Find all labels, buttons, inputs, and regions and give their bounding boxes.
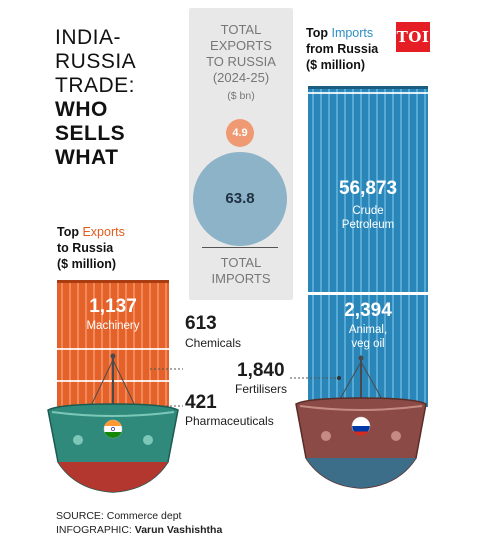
page-title: INDIA- RUSSIA TRADE: WHO SELLS WHAT bbox=[55, 26, 195, 170]
exports-heading-line2: to Russia bbox=[57, 241, 114, 255]
total-exports-line: EXPORTS bbox=[210, 38, 272, 53]
title-line: INDIA- bbox=[55, 26, 121, 49]
russia-ship-keel bbox=[306, 458, 416, 488]
animal-veg-oil-value: 2,394 bbox=[344, 300, 392, 321]
container-rim bbox=[308, 92, 428, 94]
ship-deck-rail bbox=[51, 411, 175, 417]
source-credit: SOURCE: Commerce dept bbox=[56, 510, 182, 522]
total-exports-line: TO RUSSIA bbox=[206, 54, 276, 69]
period-label: (2024-25) bbox=[212, 70, 270, 85]
india-ship bbox=[47, 353, 179, 493]
imports-heading-line2: from Russia bbox=[306, 42, 379, 56]
animal-veg-oil-label-line: Animal, bbox=[348, 324, 388, 336]
russia-flag-icon bbox=[351, 416, 371, 436]
imports-container-stack bbox=[308, 86, 428, 407]
total-imports-label: TOTAL IMPORTS bbox=[189, 255, 293, 287]
exports-heading-accent: Exports bbox=[82, 225, 125, 239]
total-exports-bubble: 4.9 bbox=[226, 119, 254, 147]
animal-veg-oil-label: Animal, veg oil bbox=[308, 323, 428, 351]
animal-veg-oil-label-line: veg oil bbox=[351, 338, 385, 350]
toi-logo: TOI bbox=[396, 22, 430, 52]
infographic-credit-prefix: INFOGRAPHIC: bbox=[56, 524, 132, 536]
divider-line bbox=[202, 247, 278, 248]
ship-rigging bbox=[87, 359, 114, 413]
exports-heading-line3: ($ million) bbox=[57, 257, 117, 271]
pharmaceuticals-label: Pharmaceuticals bbox=[185, 414, 274, 428]
crude-petroleum-label: Crude Petroleum bbox=[308, 204, 428, 232]
russia-ship bbox=[295, 355, 427, 489]
imports-heading-prefix: Top bbox=[306, 26, 328, 40]
title-line: RUSSIA bbox=[55, 50, 137, 73]
total-exports-line: TOTAL bbox=[220, 22, 262, 37]
infographic-credit: INFOGRAPHIC: Varun Vashishtha bbox=[56, 524, 222, 536]
ship-anchor-port bbox=[73, 435, 83, 445]
total-imports-line: IMPORTS bbox=[211, 271, 271, 286]
fertilisers-leader-dot bbox=[337, 376, 341, 380]
india-ship-keel bbox=[58, 462, 168, 492]
ship-anchor-port bbox=[391, 431, 401, 441]
ship-mast-top bbox=[358, 355, 364, 361]
ship-deck-rail bbox=[299, 405, 423, 411]
machinery-label: Machinery bbox=[86, 320, 140, 332]
fertilisers-value: 1,840 bbox=[237, 360, 285, 381]
ship-anchor-port bbox=[143, 435, 153, 445]
exports-heading: Top Exports to Russia ($ million) bbox=[57, 224, 125, 272]
title-line: TRADE: bbox=[55, 74, 136, 97]
imports-heading-accent: Imports bbox=[331, 26, 374, 40]
unit-label: ($ bn) bbox=[227, 90, 255, 102]
title-line: WHAT bbox=[55, 146, 119, 169]
fertilisers-label: Fertilisers bbox=[235, 382, 288, 396]
total-exports-label: TOTAL EXPORTS TO RUSSIA (2024-25) ($ bn) bbox=[189, 22, 293, 104]
ship-rigging bbox=[112, 359, 139, 413]
ship-anchor-port bbox=[321, 431, 331, 441]
crude-petroleum-label-line: Crude bbox=[352, 205, 384, 217]
ship-mast-top bbox=[110, 353, 116, 359]
chemicals-label: Chemicals bbox=[185, 336, 242, 350]
india-flag-icon bbox=[103, 419, 123, 439]
exports-heading-prefix: Top bbox=[57, 225, 79, 239]
crude-petroleum-label-line: Petroleum bbox=[341, 219, 395, 231]
imports-heading-line3: ($ million) bbox=[306, 58, 366, 72]
chemicals-value: 613 bbox=[185, 313, 217, 334]
total-imports-bubble: 63.8 bbox=[193, 152, 287, 246]
machinery-value: 1,137 bbox=[89, 296, 137, 317]
title-line: SELLS bbox=[55, 122, 126, 145]
container-divider bbox=[308, 292, 428, 295]
title-line: WHO bbox=[55, 98, 108, 121]
pharmaceuticals-value: 421 bbox=[185, 392, 217, 413]
container-divider bbox=[57, 348, 169, 350]
total-imports-line: TOTAL bbox=[220, 255, 262, 270]
imports-heading: Top Imports from Russia ($ million) bbox=[306, 25, 378, 73]
crude-petroleum-value: 56,873 bbox=[338, 178, 398, 199]
infographic-author: Varun Vashishtha bbox=[134, 524, 223, 536]
